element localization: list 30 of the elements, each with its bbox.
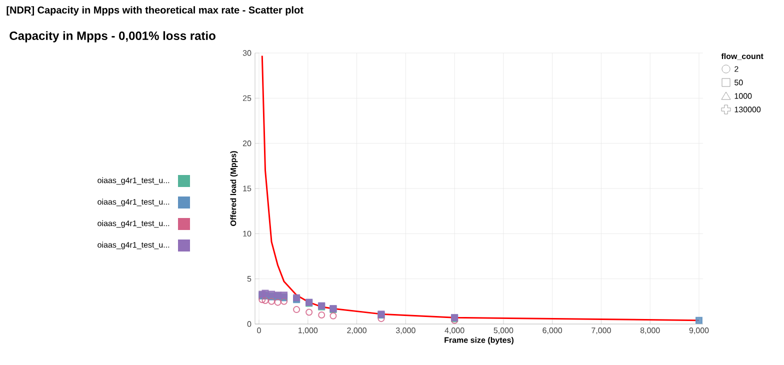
y-tick-label: 5 [247,276,252,282]
x-tick-label: 6,000 [542,328,562,334]
text: 1000 [734,93,752,99]
x-axis-title: Frame size (bytes) [444,337,514,344]
legend-title: flow_count [721,53,764,60]
x-tick-label: 5,000 [494,328,514,334]
y-tick-label: 10 [243,230,252,236]
x-tick-label: 8,000 [640,328,660,334]
x-tick-label: 2,000 [347,328,366,334]
text: [NDR] Capacity in Mpps with theoretical max rate - Scatter plot [6,6,304,16]
y-tick-label: 20 [242,140,252,146]
x-tick-label: 4,000 [444,328,464,334]
x-tick-label: 9,000 [689,328,709,334]
legend-label: oiaas_g4r1_test_u... [98,198,170,206]
text: Capacity in Mpps - 0,001% loss ratio [10,31,216,42]
y-tick-label: 15 [243,186,252,192]
x-tick-label: 7,000 [592,328,611,334]
y-axis-title: Offered load (Mpps) [230,151,238,226]
y-tick-label: 25 [242,95,252,101]
x-tick-label: 0 [257,328,261,334]
legend-label: oiaas_g4r1_test_u... [98,177,170,185]
x-tick-label: 1,000 [298,328,318,334]
legend-label: oiaas_g4r1_test_u... [98,220,170,228]
y-tick-label: 30 [242,50,252,56]
text: 2 [734,66,738,72]
legend-label: oiaas_g4r1_test_u... [98,242,170,250]
x-tick-label: 3,000 [396,328,416,334]
text: 50 [734,80,743,86]
text: 130000 [734,106,761,112]
y-tick-label: 0 [247,321,252,327]
